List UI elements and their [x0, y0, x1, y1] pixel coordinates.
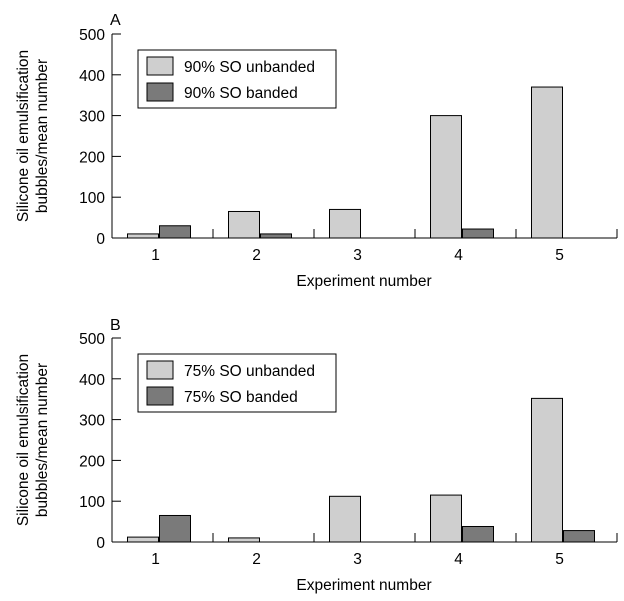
- panel-letter: B: [110, 317, 121, 334]
- bar-unbanded-exp-1: [127, 536, 159, 543]
- y-axis-label: Silicone oil emulsification bubbles/mean …: [15, 50, 51, 222]
- x-tick-label: 3: [353, 551, 362, 568]
- bar-unbanded-exp-3: [329, 208, 361, 239]
- y-tick-label: 500: [79, 331, 105, 348]
- legend: 75% SO unbanded 75% SO banded: [137, 353, 337, 413]
- bar-banded-exp-4: [462, 228, 494, 239]
- x-tick-label: 2: [252, 551, 261, 568]
- y-tick-label: 500: [79, 27, 105, 44]
- y-tick-label: 100: [79, 494, 105, 511]
- x-tick-label: 1: [151, 247, 160, 264]
- y-tick-label: 400: [79, 68, 105, 85]
- bar-banded-exp-2: [260, 233, 292, 239]
- bar-unbanded-exp-1: [127, 233, 159, 239]
- bar-unbanded-exp-5: [531, 397, 563, 543]
- y-tick-label: 300: [79, 413, 105, 430]
- x-tick-label: 4: [454, 247, 463, 264]
- legend-swatch: [146, 360, 174, 380]
- bar-banded-exp-4: [462, 525, 494, 543]
- x-tick-label: 3: [353, 247, 362, 264]
- bar-unbanded-exp-4: [430, 494, 462, 543]
- y-tick-label: 200: [79, 453, 105, 470]
- y-tick-label: 300: [79, 109, 105, 126]
- y-tick-label: 400: [79, 372, 105, 389]
- x-tick-label: 5: [555, 247, 564, 264]
- y-tick-label: 100: [79, 190, 105, 207]
- legend-entry: 75% SO banded: [184, 389, 298, 406]
- legend-entry: 90% SO banded: [184, 85, 298, 102]
- y-tick-label: 0: [96, 231, 105, 248]
- y-axis-label: Silicone oil emulsification bubbles/mean …: [15, 354, 51, 526]
- bar-banded-exp-5: [563, 530, 595, 543]
- bar-banded-exp-1: [159, 225, 191, 239]
- bar-unbanded-exp-3: [329, 495, 361, 543]
- legend-swatch: [146, 386, 174, 406]
- legend: 90% SO unbanded 90% SO banded: [137, 49, 337, 109]
- legend-swatch: [146, 82, 174, 102]
- bar-unbanded-exp-2: [228, 537, 260, 543]
- legend-entry: 90% SO unbanded: [184, 59, 315, 76]
- x-tick-label: 1: [151, 551, 160, 568]
- chart-panel-a: A Silicone oil emulsification bubbles/mean…: [15, 12, 618, 290]
- legend-swatch: [146, 56, 174, 76]
- chart-panel-b: B Silicone oil emulsification bubbles/mean…: [15, 317, 618, 594]
- x-tick-label: 5: [555, 551, 564, 568]
- x-axis-label: Experiment number: [296, 577, 431, 594]
- legend-entry: 75% SO unbanded: [184, 363, 315, 380]
- x-axis-label: Experiment number: [296, 273, 431, 290]
- y-tick-label: 200: [79, 149, 105, 166]
- bar-unbanded-exp-4: [430, 115, 462, 239]
- panel-letter: A: [110, 12, 121, 29]
- x-tick-label: 2: [252, 247, 261, 264]
- bar-unbanded-exp-2: [228, 210, 260, 239]
- x-tick-label: 4: [454, 551, 463, 568]
- bar-unbanded-exp-5: [531, 86, 563, 239]
- y-tick-label: 0: [96, 535, 105, 552]
- bar-banded-exp-1: [159, 514, 191, 543]
